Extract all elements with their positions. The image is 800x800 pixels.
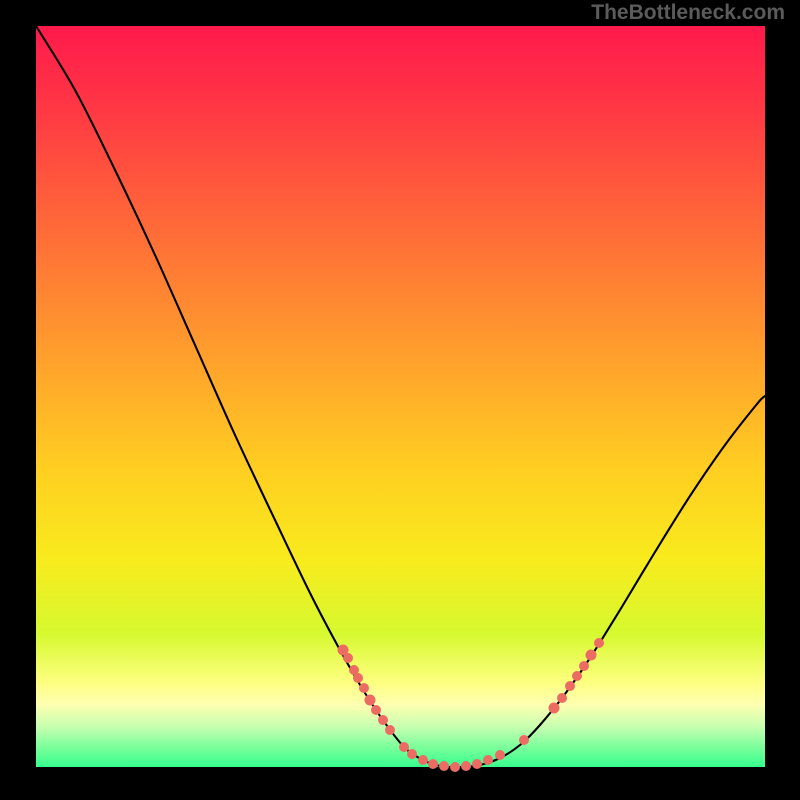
chart-frame: TheBottleneck.com (0, 0, 800, 800)
plot-gradient-background (36, 26, 765, 767)
watermark-text: TheBottleneck.com (591, 1, 785, 25)
